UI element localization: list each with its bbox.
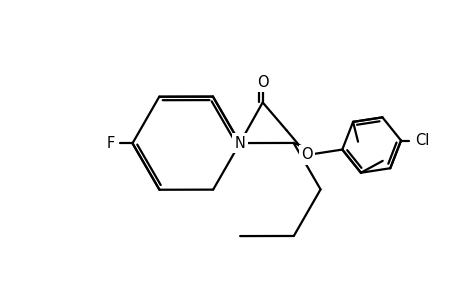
Text: O: O [256,75,268,90]
Text: F: F [106,136,114,151]
Text: O: O [301,148,313,163]
Text: Cl: Cl [414,133,428,148]
Text: N: N [234,136,245,151]
